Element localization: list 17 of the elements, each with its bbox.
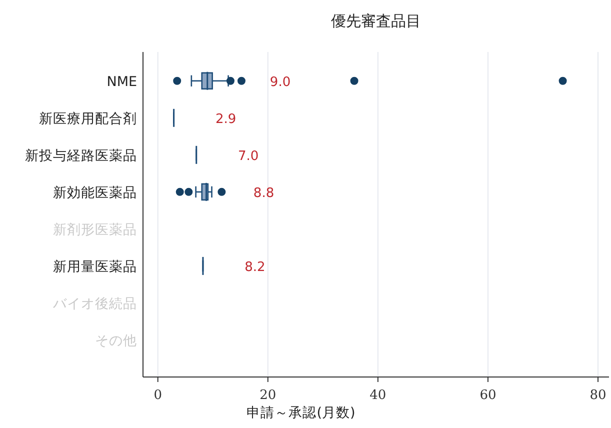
annotation: 8.8 bbox=[253, 186, 274, 201]
chart-title: 優先審査品目 bbox=[331, 12, 421, 30]
y-tick-label: NME bbox=[106, 74, 137, 90]
x-tick-label: 40 bbox=[370, 388, 386, 403]
x-tick-label: 60 bbox=[480, 388, 496, 403]
x-tick-label: 20 bbox=[260, 388, 276, 403]
y-tick-label: 新投与経路医薬品 bbox=[25, 148, 137, 164]
annotation: 8.2 bbox=[244, 260, 266, 275]
y-tick-label: 新医療用配合剤 bbox=[39, 110, 137, 127]
y-tick-label: 新用量医薬品 bbox=[53, 258, 137, 275]
y-tick-label: 新効能医薬品 bbox=[53, 184, 137, 201]
x-tick-label: 80 bbox=[590, 388, 606, 403]
annotation: 7.0 bbox=[238, 148, 259, 164]
x-tick-label: 0 bbox=[154, 388, 162, 403]
x-axis-title: 申請～承認(月数) bbox=[246, 405, 356, 421]
annotation: 2.9 bbox=[215, 112, 236, 127]
annotation: 9.0 bbox=[270, 74, 291, 90]
